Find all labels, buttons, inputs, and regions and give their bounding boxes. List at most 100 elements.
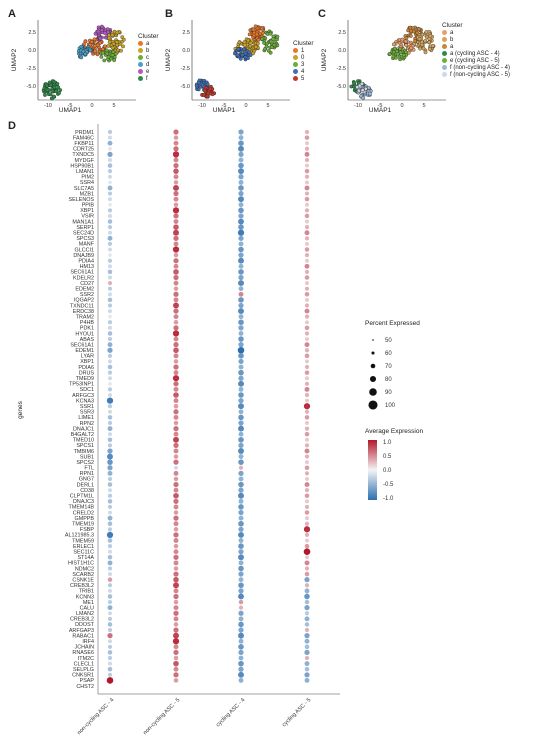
dot-mark [173,448,179,454]
dot-mark [303,548,311,555]
dot-mark [304,146,310,151]
dot-mark [173,527,179,532]
dot-mark [304,185,310,191]
gene-label: LMAN1 [76,169,94,175]
dot-mark [107,342,113,348]
umap-point [248,41,253,45]
dot-mark [305,398,309,403]
dot-mark [173,549,179,555]
umap-point [394,55,398,60]
umap-point [119,48,123,53]
legend-swatch [442,58,447,64]
legend-swatch [442,72,447,78]
dot-mark [304,661,310,667]
dot-mark [238,577,244,583]
dot-mark [238,145,244,152]
dot-mark [173,213,179,219]
gene-label: DNAJC1 [73,426,94,432]
gene-label: TMBIM6 [74,449,94,455]
dot-mark [173,269,179,275]
dot-mark [173,599,179,605]
dot-mark [107,163,113,168]
umap-point [112,58,117,63]
gene-label: CHST2 [76,684,94,690]
dot-mark [108,147,112,151]
dot-mark [305,163,309,168]
panel-letter-a: A [8,8,16,20]
dot-mark [173,353,179,359]
umap-point [247,32,252,37]
dot-mark [304,236,310,241]
umap-point [401,53,406,57]
dot-mark [173,342,179,348]
legend-entry: a [442,30,510,37]
dot-mark [173,180,179,185]
dot-mark [238,554,244,561]
dot-mark [238,605,244,610]
dot-mark [107,543,113,549]
dot-mark [238,263,244,269]
legend-swatch [138,55,143,61]
dot-mark [107,566,113,571]
umap-point [103,44,107,49]
gene-label: HIST1H1C [68,561,94,567]
umap-point [81,49,86,54]
legend-entry: 4 [293,69,314,76]
gene-label: DRUS [79,370,95,376]
dot-mark [304,409,310,414]
dot-mark [238,286,244,292]
color-legend-tick: 0.5 [383,454,392,460]
gene-label: TMEM19 [72,522,94,528]
umap-point [253,44,258,49]
dot-mark [107,258,113,263]
dot-mark [173,554,179,560]
umap-point [417,37,422,41]
dot-mark [108,202,112,207]
gene-label: SERP1 [76,225,94,231]
dot-mark [304,426,310,431]
umap-point [268,50,273,55]
dot-mark [238,538,244,543]
dot-mark [173,168,179,174]
dot-mark [305,320,309,325]
dot-mark [108,382,112,386]
dot-mark [108,158,112,162]
legend-label: a [146,41,150,48]
color-legend-tick: 1.0 [383,440,392,446]
umap-point [79,55,84,60]
dot-mark [108,661,112,666]
umap-point [400,37,405,42]
dot-mark [108,314,112,319]
dot-mark [107,225,113,230]
dot-mark [304,151,310,157]
gene-label: PIM2 [81,175,94,181]
dot-mark [107,605,113,611]
gene-label: SPCS1 [76,443,94,449]
dot-mark [238,470,244,476]
dot-mark [305,180,309,185]
dot-mark [304,583,310,588]
dot-mark [238,571,244,577]
gene-label: CNKSR1 [72,673,94,679]
dot-mark [238,140,244,146]
legend-swatch [138,41,143,46]
dot-mark [238,509,244,516]
gene-label: CLECL1 [74,661,94,667]
dot-mark [304,649,310,656]
dot-mark [107,560,113,566]
dot-mark [304,381,310,386]
panel-letter-c: C [318,8,326,20]
dot-mark [107,235,113,241]
dot-mark [107,420,113,426]
gene-label: MYDGF [75,158,95,164]
dot-mark [173,392,179,398]
dot-mark [107,594,113,599]
dot-mark [107,538,113,543]
dot-mark [173,470,179,476]
umap-point [272,43,277,47]
dot-mark [238,196,244,203]
dot-mark [304,353,310,359]
dot-mark [238,129,244,135]
umap-point [421,46,426,51]
dot-mark [304,605,310,611]
